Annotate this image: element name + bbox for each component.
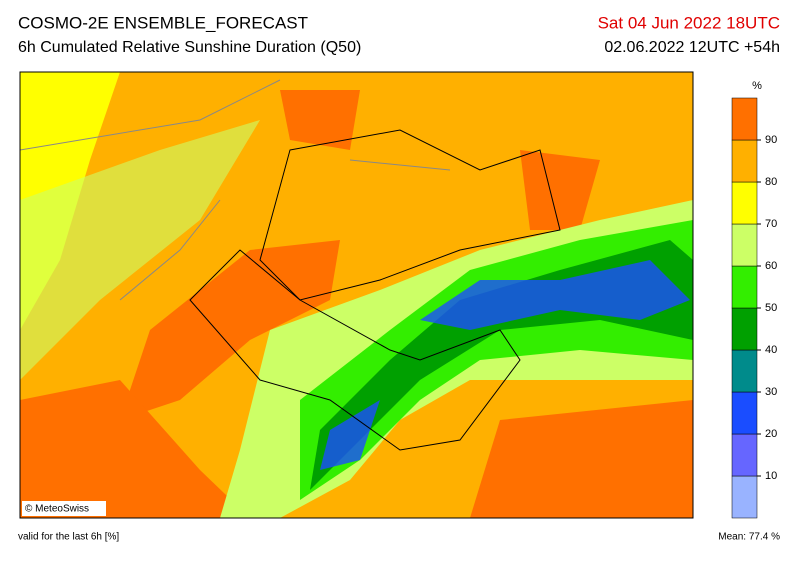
colorbar-segment [731, 97, 758, 141]
border [20, 79, 451, 301]
colorbar-segment [731, 223, 758, 267]
border [259, 129, 561, 301]
colorbar-segment [731, 475, 758, 519]
subtitle: 6h Cumulated Relative Sunshine Duration … [18, 39, 361, 56]
colorbar-tick-label: 40 [765, 344, 777, 356]
map-field [320, 400, 380, 470]
footer-note: valid for the last 6h [%] [18, 532, 119, 543]
map-frame [19, 71, 694, 519]
colorbar-tick-label: 10 [765, 470, 777, 482]
colorbar-segment [731, 391, 758, 435]
footer-mean: Mean: 77.4 % [718, 532, 780, 543]
colorbar-tick-label: 50 [765, 302, 777, 314]
border [189, 249, 521, 451]
map-field [520, 150, 600, 230]
colorbar-tick-label: 70 [765, 218, 777, 230]
map-field [470, 400, 693, 518]
map: © MeteoSwiss [19, 71, 694, 519]
copyright: © MeteoSwiss [25, 504, 89, 515]
colorbar-tick-label: 60 [765, 260, 777, 272]
title: COSMO-2E ENSEMBLE_FORECAST [18, 13, 308, 32]
colorbar-segment [731, 307, 758, 351]
map-field [280, 90, 360, 150]
colorbar-segment [731, 433, 758, 477]
run-info: 02.06.2022 12UTC +54h [604, 39, 780, 56]
copyright-box [22, 501, 106, 516]
colorbar-tick-label: 80 [765, 176, 777, 188]
valid-time: Sat 04 Jun 2022 18UTC [598, 13, 780, 32]
colorbar-segment [731, 265, 758, 309]
colorbar-segment [731, 349, 758, 393]
map-field [420, 260, 690, 330]
colorbar: 10 20 30 40 50 60 70 80 90 [731, 97, 777, 519]
colorbar-unit: % [752, 80, 762, 92]
colorbar-tick-label: 20 [765, 428, 777, 440]
map-field [20, 120, 260, 380]
colorbar-segment [731, 181, 758, 225]
colorbar-segment [731, 139, 758, 183]
colorbar-tick-label: 30 [765, 386, 777, 398]
colorbar-tick-label: 90 [765, 134, 777, 146]
map-field [20, 380, 250, 518]
